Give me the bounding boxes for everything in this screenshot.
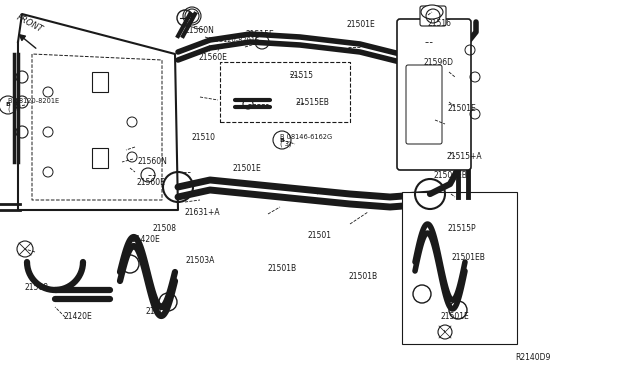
Bar [402, 192, 517, 344]
Text: 21515P: 21515P [448, 224, 477, 233]
Text: B 08120-8201E
( 2): B 08120-8201E ( 2) [208, 37, 259, 51]
Text: 21501B: 21501B [268, 264, 297, 273]
Text: 21508: 21508 [24, 283, 49, 292]
Text: 21501E: 21501E [440, 312, 469, 321]
Text: 21596D: 21596D [424, 58, 454, 67]
Text: 21420E: 21420E [131, 235, 160, 244]
Text: B: B [189, 13, 195, 19]
Text: B: B [280, 138, 284, 142]
Bar [92, 148, 108, 168]
Bar [92, 72, 108, 92]
Text: 21503: 21503 [146, 307, 170, 316]
Text: 21515: 21515 [289, 71, 314, 80]
Text: 21560N: 21560N [184, 26, 214, 35]
Text: B 08146-6162G
( 3): B 08146-6162G ( 3) [280, 134, 332, 147]
Text: 21560E: 21560E [136, 178, 165, 187]
Text: 21508: 21508 [152, 224, 177, 233]
Text: 21501EB: 21501EB [451, 253, 485, 262]
Text: 21420E: 21420E [64, 312, 93, 321]
FancyBboxPatch shape [397, 19, 471, 170]
Text: 21515E: 21515E [245, 30, 274, 39]
Text: 21510: 21510 [192, 133, 216, 142]
Text: 21515+A: 21515+A [447, 153, 483, 161]
Text: 21503A: 21503A [186, 256, 215, 265]
Text: 21501E: 21501E [347, 20, 376, 29]
Text: 21560E: 21560E [198, 53, 227, 62]
Text: 21501EB: 21501EB [434, 171, 468, 180]
Text: 21631+A: 21631+A [184, 208, 220, 217]
Text: FRONT: FRONT [15, 13, 45, 35]
FancyBboxPatch shape [420, 6, 446, 26]
Text: 21501B: 21501B [349, 272, 378, 280]
Text: 21501E: 21501E [232, 164, 261, 173]
Text: 21501: 21501 [307, 231, 332, 240]
Text: B 08120-8201E
( 2): B 08120-8201E ( 2) [8, 98, 59, 112]
Ellipse shape [421, 5, 443, 19]
Text: 21515EB: 21515EB [296, 98, 330, 107]
Text: 21516: 21516 [428, 19, 452, 28]
Text: B: B [189, 13, 195, 19]
Text: R2140D9: R2140D9 [515, 353, 550, 362]
Text: 21560N: 21560N [138, 157, 168, 166]
FancyBboxPatch shape [406, 65, 442, 144]
Text: 21501E: 21501E [448, 104, 477, 113]
Text: B: B [6, 103, 10, 108]
